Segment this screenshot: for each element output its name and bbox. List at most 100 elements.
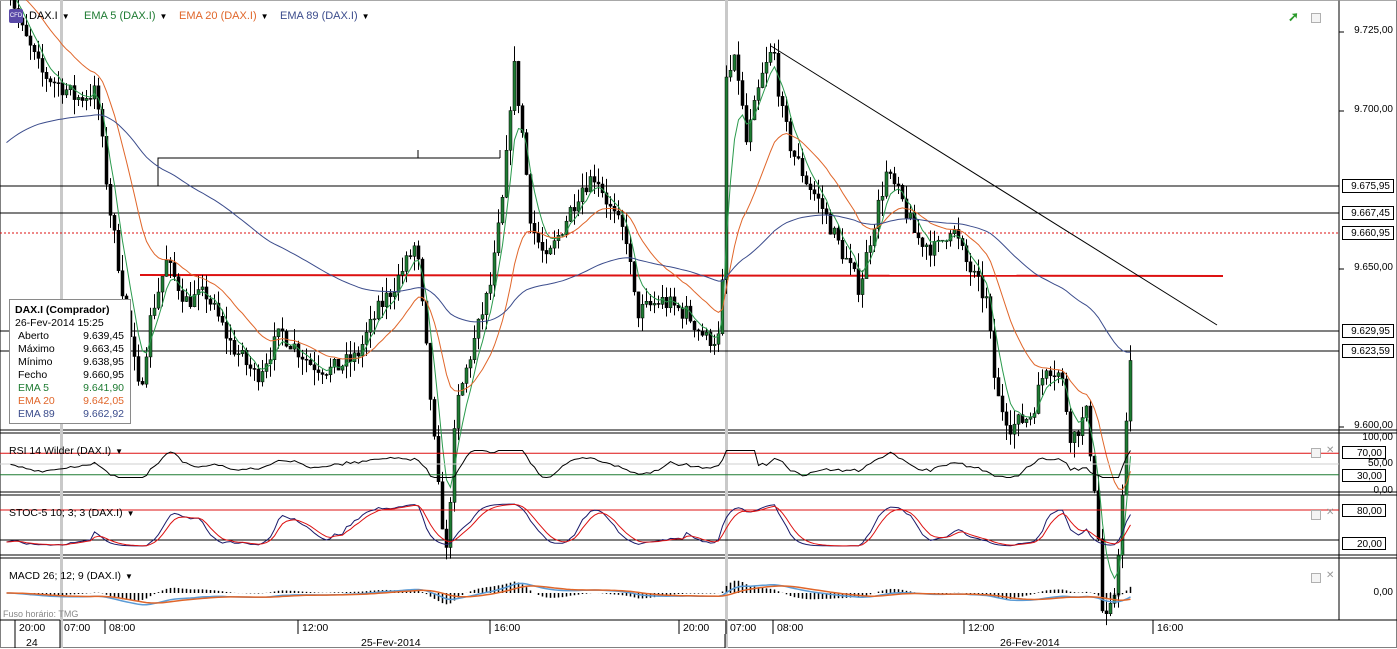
candle-body	[496, 222, 501, 254]
candle-body	[544, 250, 549, 255]
candle-body	[372, 318, 377, 321]
trend-arrow-icon[interactable]: ➚	[1288, 9, 1299, 24]
candle-body	[252, 368, 257, 370]
candle-body	[636, 291, 641, 319]
maximize-icon[interactable]	[1311, 573, 1321, 583]
info-row-label: Mínimo	[18, 356, 53, 368]
ema89-line	[6, 114, 1131, 353]
candle-body	[668, 296, 673, 309]
maximize-icon[interactable]	[1311, 510, 1321, 520]
candle-body	[288, 345, 293, 350]
candle-body	[196, 289, 201, 295]
price-tick: 9.650,00	[1354, 262, 1393, 273]
candle-body	[92, 85, 97, 100]
candle-body	[24, 24, 29, 37]
candle-body	[280, 328, 285, 332]
candle-body	[652, 303, 657, 306]
close-icon[interactable]: ✕	[1326, 570, 1335, 581]
ema89-label[interactable]: EMA 89 (DAX.I) ▼	[280, 10, 370, 22]
candle-body	[884, 171, 889, 197]
candle-body	[588, 176, 593, 193]
price-tick: 9.700,00	[1354, 104, 1393, 115]
session-separator	[725, 0, 728, 648]
candle-body	[572, 207, 577, 212]
candle-body	[852, 262, 857, 270]
candle-body	[820, 198, 825, 209]
info-row-value: 9.663,45	[83, 343, 124, 355]
candle-body	[40, 58, 45, 73]
date-label: 24	[26, 637, 38, 649]
price-tag: 9.629,95	[1342, 324, 1394, 338]
time-label: 16:00	[1157, 622, 1184, 634]
candle-body	[756, 87, 761, 101]
candle-body	[328, 366, 333, 376]
candle-body	[540, 242, 545, 251]
info-row-label: EMA 20	[18, 395, 55, 407]
candle-body	[240, 350, 245, 354]
candle-body	[1004, 411, 1009, 426]
candle-body	[500, 197, 505, 224]
candle-body	[984, 296, 989, 299]
candle-body	[788, 121, 793, 152]
candle-body	[956, 229, 961, 239]
ema20-label[interactable]: EMA 20 (DAX.I) ▼	[179, 10, 269, 22]
candle-body	[916, 232, 921, 239]
close-icon[interactable]: ✕	[1326, 445, 1335, 456]
candle-body	[628, 243, 633, 262]
candle-body	[12, 0, 17, 9]
candle-body	[88, 98, 93, 100]
stoc-label[interactable]: STOC-5 10; 3; 3 (DAX.I) ▼	[9, 507, 135, 519]
candle-body	[200, 286, 205, 290]
candle-body	[368, 318, 373, 333]
candle-body	[1044, 370, 1049, 379]
maximize-icon[interactable]	[1311, 448, 1321, 458]
price-tag: 9.623,59	[1342, 344, 1394, 358]
candle-body	[732, 54, 737, 71]
maximize-icon[interactable]	[1311, 13, 1321, 23]
macd-label[interactable]: MACD 26; 12; 9 (DAX.I) ▼	[9, 570, 133, 582]
candle-body	[152, 307, 157, 316]
candle-body	[164, 259, 169, 277]
rsi-tick: 50,00	[1367, 458, 1393, 469]
candle-body	[580, 187, 585, 203]
candle-body	[84, 98, 89, 101]
candle-body	[804, 175, 809, 185]
candle-body	[428, 342, 433, 400]
candle-body	[220, 315, 225, 323]
candle-body	[568, 207, 573, 222]
ema5-label[interactable]: EMA 5 (DAX.I) ▼	[84, 10, 168, 22]
candle-body	[232, 340, 237, 355]
candle-body	[516, 61, 521, 106]
candle-body	[416, 245, 421, 260]
candle-body	[256, 368, 261, 383]
candle-body	[976, 270, 981, 277]
candle-body	[1020, 414, 1025, 423]
range-box	[157, 150, 419, 186]
candle-body	[840, 239, 845, 260]
candle-body	[160, 276, 165, 293]
time-label: 07:00	[730, 622, 757, 634]
chevron-down-icon: ▼	[61, 12, 70, 21]
candle-body	[324, 374, 329, 376]
candle-body	[468, 359, 473, 369]
info-row: Mínimo 9.638,95	[18, 356, 124, 369]
candle-body	[112, 215, 117, 231]
symbol-selector[interactable]: DAX.I ▼	[29, 10, 70, 22]
time-label: 07:00	[64, 622, 91, 634]
candle-body	[748, 119, 753, 143]
candle-body	[272, 336, 277, 360]
info-row: Máximo 9.663,45	[18, 343, 124, 356]
candle-body	[244, 350, 249, 366]
candle-body	[696, 329, 701, 332]
candle-body	[76, 97, 81, 100]
close-icon[interactable]: ✕	[1326, 507, 1335, 518]
info-row: EMA 89 9.662,92	[18, 408, 124, 421]
chevron-down-icon: ▼	[126, 509, 135, 518]
candle-body	[620, 214, 625, 227]
candle-body	[208, 298, 213, 305]
candle-body	[248, 364, 253, 369]
candle-body	[1108, 602, 1113, 614]
rsi-label[interactable]: RSI 14 Wilder (DAX.I) ▼	[9, 445, 124, 457]
candle-body	[1028, 417, 1033, 420]
